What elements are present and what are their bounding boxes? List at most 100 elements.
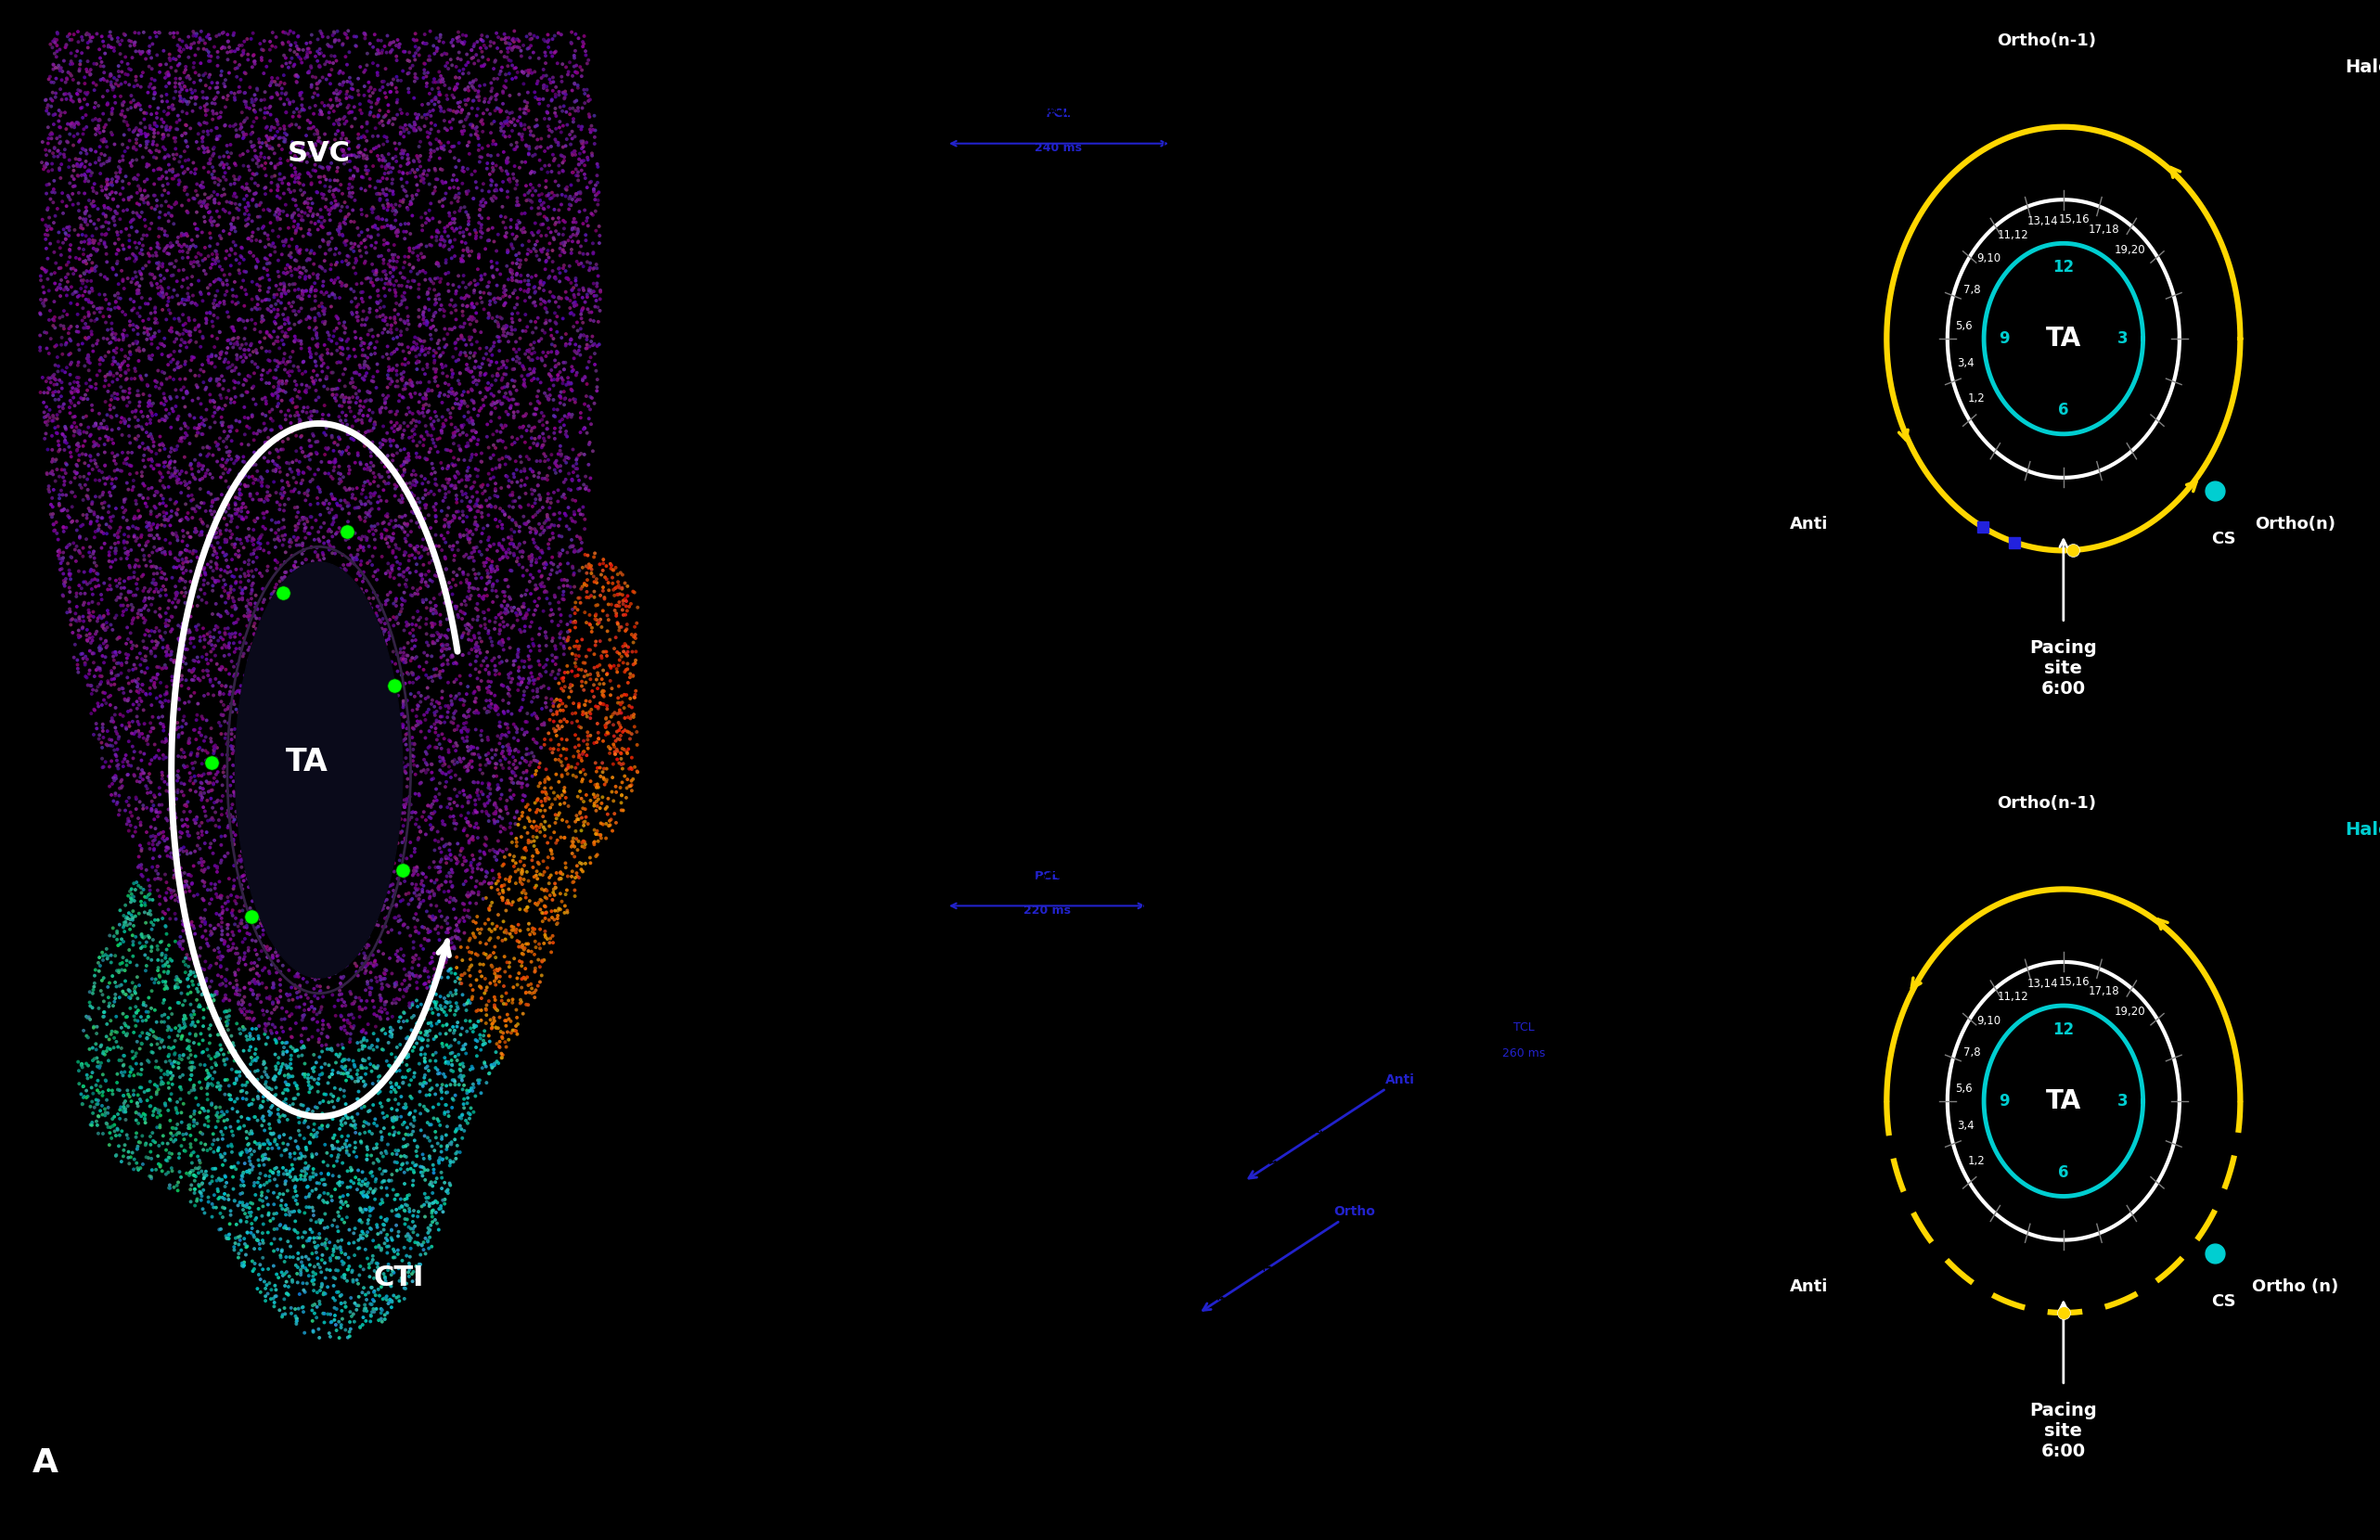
Point (288, 1138, 326, 1163)
Point (376, 476, 414, 500)
Point (276, 1218, 314, 1243)
Point (295, 202, 333, 226)
Point (340, 66, 378, 91)
Point (400, 966, 438, 990)
Point (476, 579, 514, 604)
Point (428, 879, 466, 904)
Point (424, 194, 462, 219)
Point (540, 865, 578, 890)
Point (109, 986, 148, 1010)
Point (117, 131, 155, 156)
Point (378, 1241, 416, 1266)
Point (547, 467, 585, 491)
Point (212, 765, 250, 790)
Point (112, 342, 150, 367)
Point (129, 223, 167, 248)
Point (502, 270, 540, 294)
Point (436, 424, 474, 448)
Point (457, 420, 495, 445)
Point (438, 100, 476, 125)
Point (521, 326, 559, 351)
Point (171, 727, 209, 752)
Point (245, 679, 283, 704)
Point (202, 454, 240, 479)
Point (55, 182, 93, 206)
Point (466, 996, 505, 1021)
Point (155, 1129, 193, 1153)
Point (476, 872, 514, 896)
Point (583, 759, 621, 784)
Point (471, 970, 509, 995)
Point (352, 596, 390, 621)
Point (367, 832, 405, 856)
Point (600, 614, 638, 639)
Point (257, 1030, 295, 1055)
Point (340, 293, 378, 317)
Point (445, 29, 483, 54)
Point (198, 245, 236, 270)
Point (150, 1015, 188, 1040)
Point (31, 326, 69, 351)
Point (136, 374, 174, 399)
Point (271, 152, 309, 177)
Point (300, 1027, 338, 1052)
Point (552, 581, 590, 605)
Point (252, 517, 290, 542)
Point (217, 822, 255, 847)
Point (157, 574, 195, 599)
Point (378, 1138, 416, 1163)
Point (121, 92, 159, 117)
Point (109, 978, 148, 1003)
Point (200, 682, 238, 707)
Point (105, 325, 143, 350)
Point (267, 325, 305, 350)
Point (255, 855, 293, 879)
Point (352, 496, 390, 521)
Point (274, 1092, 312, 1116)
Point (259, 277, 298, 302)
Point (393, 268, 431, 293)
Point (138, 504, 176, 528)
Point (328, 787, 367, 812)
Point (305, 918, 343, 942)
Point (302, 102, 340, 126)
Point (169, 63, 207, 88)
Point (326, 1318, 364, 1343)
Point (347, 935, 386, 959)
Point (359, 807, 397, 832)
Point (600, 675, 638, 699)
Point (507, 604, 545, 628)
Point (536, 451, 574, 476)
Point (421, 266, 459, 291)
Point (364, 433, 402, 457)
Point (488, 444, 526, 468)
Point (555, 46, 593, 71)
Point (369, 873, 407, 898)
Point (88, 129, 126, 154)
Point (509, 273, 547, 297)
Point (500, 105, 538, 129)
Point (378, 1204, 416, 1229)
Point (45, 100, 83, 125)
Point (383, 351, 421, 376)
Point (295, 399, 333, 424)
Point (355, 35, 393, 60)
Point (526, 810, 564, 835)
Point (393, 1217, 431, 1241)
Point (288, 725, 326, 750)
Point (83, 716, 121, 741)
Point (248, 975, 286, 999)
Point (347, 119, 386, 143)
Point (102, 496, 140, 521)
Point (614, 664, 652, 688)
Point (112, 286, 150, 311)
Point (62, 624, 100, 648)
Point (569, 325, 607, 350)
Point (212, 927, 250, 952)
Point (150, 947, 188, 972)
Point (526, 901, 564, 926)
Point (505, 554, 543, 579)
Point (552, 755, 590, 779)
Point (359, 123, 397, 148)
Point (431, 203, 469, 228)
